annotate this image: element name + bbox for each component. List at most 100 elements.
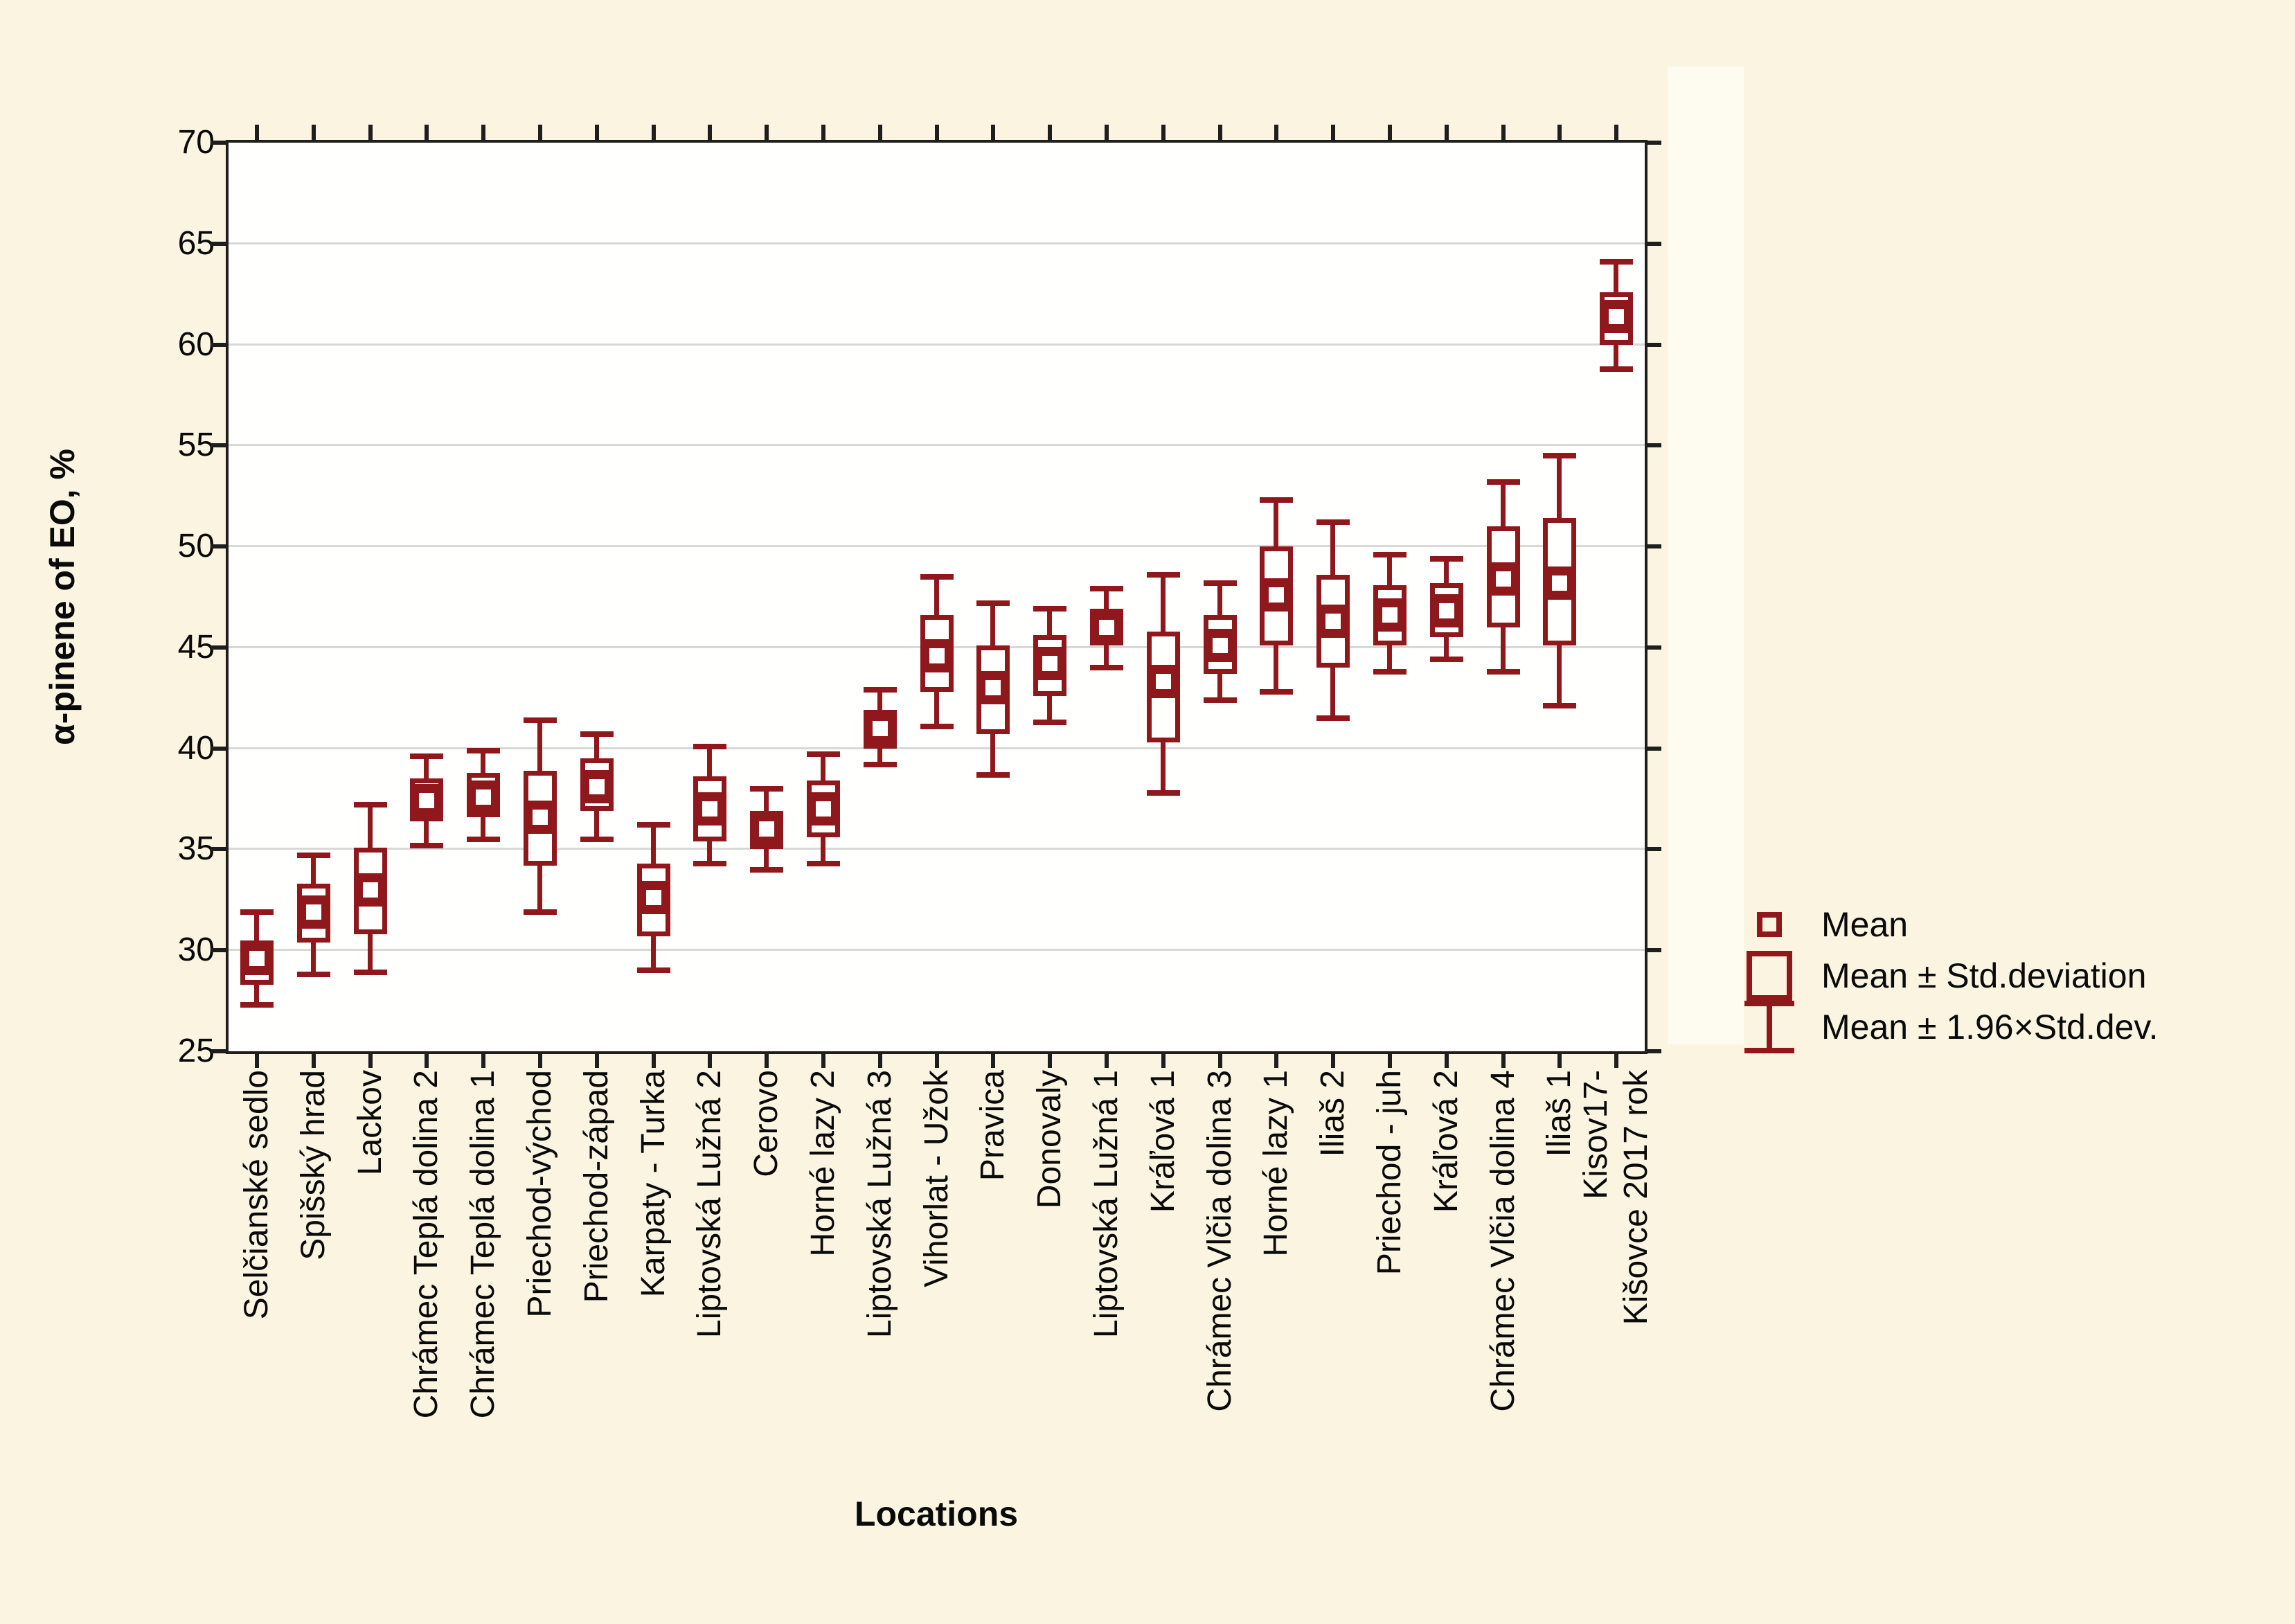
mean-square bbox=[470, 783, 497, 810]
legend-item-mean: Mean bbox=[1717, 893, 1908, 956]
whisker-cap-bottom bbox=[1089, 665, 1123, 671]
whisker-cap-top bbox=[410, 753, 444, 760]
y-axis-tick bbox=[1645, 847, 1661, 852]
y-axis-tick bbox=[211, 544, 227, 549]
x-axis-tick bbox=[1104, 1051, 1109, 1068]
mean-band bbox=[806, 792, 840, 826]
mean-square bbox=[866, 715, 893, 742]
mean-square bbox=[1263, 582, 1290, 609]
x-axis-tick bbox=[934, 1051, 939, 1068]
whisker-cap-top bbox=[1486, 479, 1520, 485]
x-tick-label: Liptovská Lužná 1 bbox=[1087, 1070, 1125, 1338]
x-axis-tick bbox=[481, 125, 486, 141]
y-tick-label: 65 bbox=[177, 224, 215, 262]
x-axis-tick bbox=[1557, 125, 1562, 141]
whisker-cap-bottom bbox=[750, 866, 784, 873]
x-axis-tick bbox=[1161, 125, 1166, 141]
x-axis-tick bbox=[877, 125, 882, 141]
y-tick-label: 30 bbox=[177, 931, 215, 969]
whisker-cap-bottom bbox=[693, 860, 727, 866]
mean-band bbox=[1260, 578, 1294, 612]
y-axis-tick bbox=[1645, 141, 1661, 145]
whisker-cap-bottom bbox=[353, 970, 387, 976]
x-axis-tick bbox=[1444, 125, 1449, 141]
gridline bbox=[229, 444, 1645, 447]
x-axis-tick bbox=[1387, 125, 1392, 141]
whisker-cap-bottom bbox=[1260, 689, 1294, 695]
x-tick-label: Horné lazy 1 bbox=[1258, 1070, 1295, 1257]
whisker-cap-bottom bbox=[467, 836, 501, 842]
mean-square bbox=[640, 884, 667, 911]
whisker-cap-top bbox=[240, 909, 274, 915]
x-axis-tick bbox=[1274, 125, 1279, 141]
background-strip bbox=[1668, 66, 1744, 1044]
x-axis-tick bbox=[594, 125, 599, 141]
x-axis-tick bbox=[425, 1051, 429, 1068]
x-axis-tick bbox=[1217, 125, 1222, 141]
whisker-cap-bottom bbox=[240, 1001, 274, 1008]
mean-band bbox=[1600, 299, 1634, 333]
x-axis-tick bbox=[425, 125, 429, 141]
mean-square bbox=[357, 876, 384, 903]
mean-band bbox=[636, 881, 670, 915]
x-axis-tick bbox=[1387, 1051, 1392, 1068]
x-axis-tick bbox=[651, 1051, 656, 1068]
mean-band bbox=[1146, 665, 1180, 699]
whisker-cap-top bbox=[863, 687, 897, 693]
x-tick-label: Priechod-západ bbox=[578, 1070, 615, 1303]
x-axis-tick bbox=[1161, 1051, 1166, 1068]
mean-square bbox=[923, 642, 950, 669]
mean-square bbox=[1376, 602, 1403, 629]
y-axis-tick bbox=[1645, 948, 1661, 953]
x-axis-tick bbox=[765, 1051, 769, 1068]
mean-square bbox=[1603, 303, 1630, 330]
mean-square bbox=[1433, 598, 1460, 625]
whisker-cap-bottom bbox=[1486, 668, 1520, 675]
x-axis-tick bbox=[537, 125, 542, 141]
legend-item-label: Mean bbox=[1821, 905, 1909, 944]
whisker-cap-bottom bbox=[806, 860, 840, 866]
y-axis-tick bbox=[211, 1049, 227, 1053]
mean-band bbox=[580, 770, 614, 804]
x-tick-label: Iliaš 1 bbox=[1541, 1070, 1578, 1157]
whisker-cap-top bbox=[467, 747, 501, 753]
x-tick-label: Liptovská Lužná 2 bbox=[691, 1070, 729, 1338]
mean-band bbox=[296, 895, 330, 929]
whisker-cap-top bbox=[1033, 606, 1067, 612]
mean-band bbox=[1486, 562, 1520, 596]
x-tick-label: Iliaš 2 bbox=[1314, 1070, 1352, 1157]
y-axis-tick bbox=[211, 443, 227, 448]
x-tick-label: Kráľová 2 bbox=[1427, 1070, 1465, 1213]
whisker-cap-top bbox=[1600, 259, 1634, 265]
whisker-cap-top bbox=[1089, 586, 1123, 592]
y-axis-tick bbox=[1645, 645, 1661, 650]
legend-item-std-deviation: Mean ± Std.deviation bbox=[1717, 945, 2146, 1007]
x-axis-tick bbox=[1614, 125, 1619, 141]
gridline bbox=[229, 343, 1645, 346]
y-axis-tick bbox=[1645, 342, 1661, 347]
whisker-cap-top bbox=[1316, 519, 1350, 526]
y-axis-tick bbox=[1645, 443, 1661, 448]
whisker-cap-bottom bbox=[296, 972, 330, 978]
whisker-cap-top bbox=[1429, 555, 1463, 562]
mean-square bbox=[810, 796, 837, 823]
whisker-cap-bottom bbox=[1429, 657, 1463, 663]
x-axis-tick bbox=[254, 1051, 259, 1068]
x-tick-label: Selčianské sedlo bbox=[238, 1070, 275, 1320]
mean-square bbox=[980, 675, 1007, 702]
mean-square bbox=[1546, 569, 1573, 596]
x-axis-tick bbox=[1614, 1051, 1619, 1068]
x-axis-tick bbox=[1331, 125, 1336, 141]
x-axis-tick bbox=[1048, 125, 1053, 141]
whisker-cap-top bbox=[1543, 452, 1577, 458]
x-tick-label: Horné lazy 2 bbox=[804, 1070, 841, 1257]
x-tick-label: Lackov bbox=[351, 1070, 389, 1176]
x-axis-tick bbox=[991, 125, 996, 141]
x-axis-tick bbox=[1104, 125, 1109, 141]
y-tick-label: 25 bbox=[177, 1033, 215, 1069]
whisker-cap-bottom bbox=[1373, 668, 1407, 675]
whisker-cap-bottom bbox=[636, 967, 670, 974]
whisker-cap-top bbox=[920, 573, 954, 580]
y-tick-label: 60 bbox=[177, 325, 215, 363]
mean-band bbox=[523, 800, 557, 834]
